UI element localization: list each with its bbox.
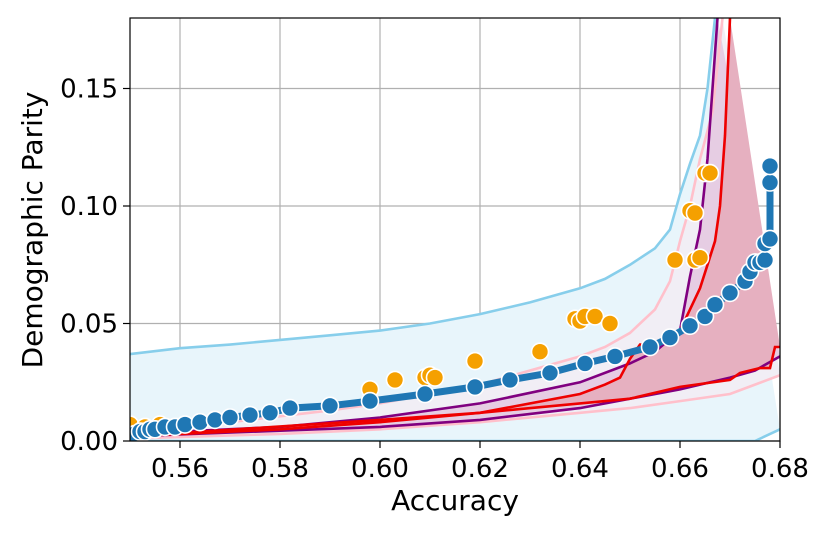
- blue-point-7: [175, 415, 195, 434]
- x-tick-label-6: 0.68: [751, 454, 809, 484]
- blue-point-26: [705, 295, 725, 315]
- orange-point-7: [425, 368, 445, 387]
- blue-point-23: [660, 328, 680, 347]
- blue-point-35: [760, 173, 780, 192]
- y-tick-label-0: 0.00: [60, 427, 118, 457]
- orange-point-13: [585, 307, 605, 326]
- y-tick-label-3: 0.15: [60, 75, 118, 105]
- blue-point-9: [205, 410, 225, 430]
- y-tick-label-1: 0.05: [60, 310, 118, 340]
- orange-point-18: [685, 203, 705, 223]
- blue-point-34: [760, 229, 780, 249]
- x-tick-label-3: 0.62: [451, 454, 509, 484]
- x-axis-title: Accuracy: [391, 484, 519, 517]
- x-tick-label-4: 0.64: [551, 454, 609, 484]
- blue-point-15: [360, 391, 380, 411]
- plot-frame: [129, 17, 781, 442]
- pink-band-lower-line: [130, 373, 780, 440]
- blue-point-12: [260, 403, 280, 423]
- orange-point-21: [700, 163, 720, 183]
- x-tick-label-1: 0.58: [251, 454, 309, 484]
- y-tick-label-2: 0.10: [60, 192, 118, 222]
- red-band-lower-line: [130, 345, 780, 438]
- blue-point-32: [755, 250, 775, 270]
- x-tick-label-5: 0.66: [651, 454, 709, 484]
- orange-point-19: [690, 248, 710, 268]
- plot-area: [130, 18, 780, 441]
- light_blue-band-upper-line: [130, 18, 717, 356]
- orange-point-14: [600, 314, 620, 333]
- blue-point-8: [190, 412, 210, 432]
- axis-ticks: 0.56 0.58 0.60 0.62 0.64 0.66 0.68 0.00 0.05 0.10…: [60, 75, 809, 485]
- blue-point-11: [240, 405, 260, 425]
- blue-point-18: [500, 370, 520, 390]
- blue-point-13: [280, 398, 300, 418]
- blue-point-21: [605, 347, 625, 366]
- orange-point-15: [665, 250, 685, 270]
- blue-point-14: [320, 396, 340, 416]
- x-tick-label-0: 0.56: [151, 454, 209, 484]
- blue-point-10: [220, 408, 240, 427]
- orange-point-4: [385, 370, 405, 390]
- blue-point-17: [465, 377, 485, 397]
- orange-point-9: [530, 342, 550, 362]
- blue-point-19: [540, 363, 560, 383]
- blue-point-24: [680, 316, 700, 336]
- blue-point-22: [640, 337, 660, 357]
- orange-point-8: [465, 351, 485, 371]
- blue-point-20: [575, 354, 595, 373]
- light_blue-band-fill: [130, 18, 780, 441]
- blue-point-16: [415, 384, 435, 404]
- y-axis-title: Demographic Parity: [16, 92, 49, 369]
- blue-point-36: [760, 156, 780, 176]
- blue-point-27: [720, 283, 740, 303]
- x-tick-label-2: 0.60: [351, 454, 409, 484]
- blue-point-25: [695, 307, 715, 326]
